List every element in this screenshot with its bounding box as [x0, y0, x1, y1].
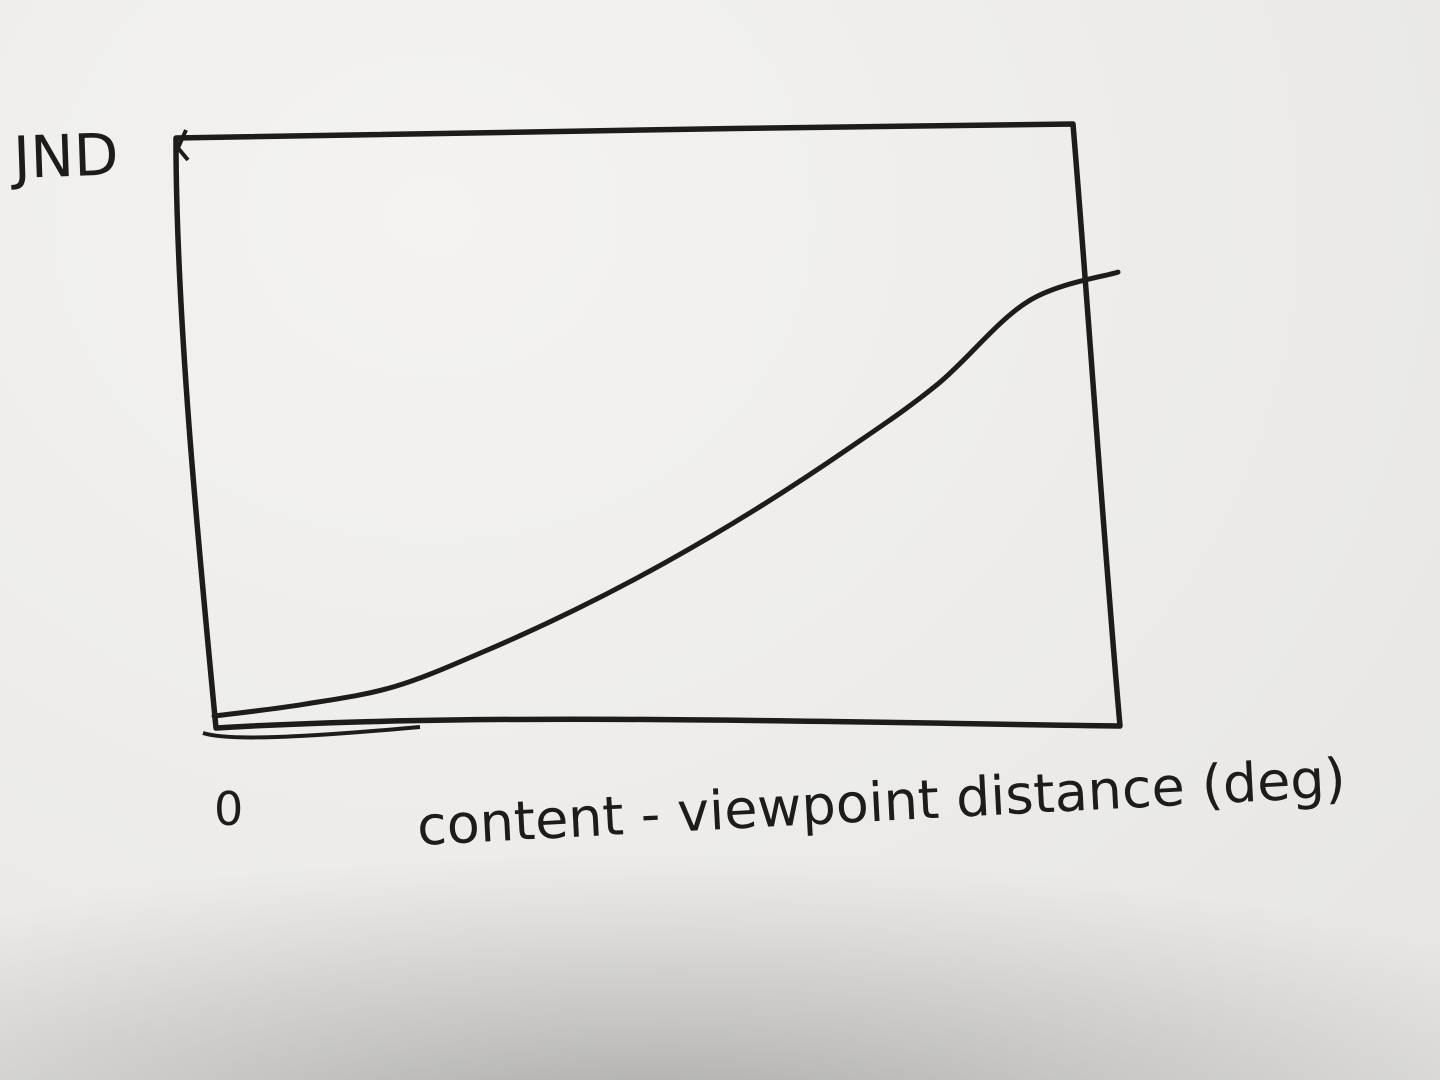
y-axis-label: JND [9, 120, 119, 192]
x-tick-label-0: 0 [214, 782, 243, 836]
plot-frame [173, 121, 1123, 731]
series-line [211, 269, 1121, 719]
origin-stroke [202, 725, 421, 740]
x-axis-label: content - viewpoint distance (deg) [415, 746, 1347, 858]
y-axis-tick [175, 129, 190, 162]
